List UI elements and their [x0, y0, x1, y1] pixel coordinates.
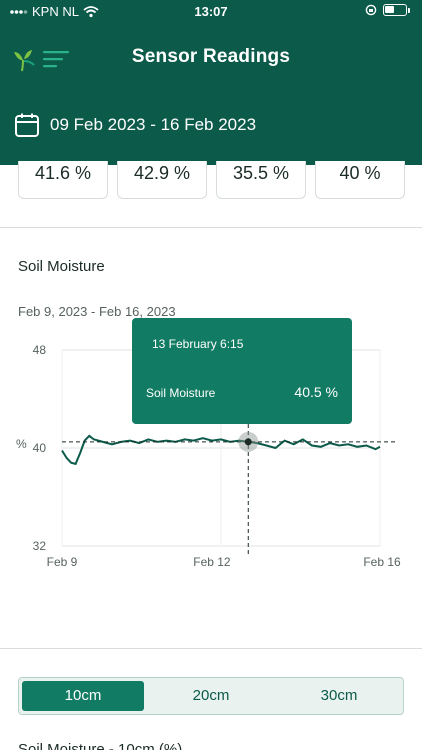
chart-crosshair	[62, 410, 398, 556]
x-tick-label-2: Feb 16	[363, 555, 401, 569]
tab-30cm[interactable]: 30cm	[320, 687, 358, 704]
tooltip-value: 40.5 %	[294, 384, 338, 400]
chart-tooltip: 13 February 6:15 Soil Moisture 40.5 %	[132, 318, 352, 424]
battery-tip	[408, 7, 410, 13]
status-time: 13:07	[194, 4, 228, 19]
app-header: KPN NL 13:07 Sensor Readings	[0, 0, 422, 165]
tooltip-label: Soil Moisture	[146, 386, 216, 400]
chart-range-label: Feb 9, 2023 - Feb 16, 2023	[18, 304, 176, 319]
y-tick-label-2: 32	[33, 539, 47, 553]
wifi-icon	[83, 5, 99, 17]
tooltip-date: 13 February 6:15	[152, 337, 244, 351]
x-tick-label-0: Feb 9	[47, 555, 78, 569]
y-tick-label-1: 40	[33, 441, 47, 455]
date-range-label: 09 Feb 2023 - 16 Feb 2023	[50, 115, 257, 134]
chart-series-line	[61, 434, 381, 466]
section-divider	[0, 227, 422, 228]
depth-selector: 10cm 20cm 30cm	[18, 677, 404, 715]
y-axis-label: %	[16, 437, 27, 451]
stat-card-1: 41.6 %	[18, 161, 108, 199]
calendar-icon	[15, 113, 39, 137]
next-section-title: Soil Moisture - 10cm (%)	[18, 741, 183, 750]
carrier-name: KPN NL	[32, 4, 79, 19]
y-tick-label-0: 48	[33, 343, 47, 357]
orientation-lock-icon	[365, 4, 377, 16]
highlight-point	[244, 438, 252, 446]
section-divider-2	[0, 648, 422, 649]
stats-row: 41.6 % 42.9 % 35.5 % 40 %	[18, 161, 422, 201]
battery-icon	[383, 4, 407, 16]
tab-20cm[interactable]: 20cm	[192, 687, 230, 704]
chart-axis-labels: 48 40 32% Feb 9 Feb 12 Feb 16	[16, 343, 401, 569]
stat-card-3: 35.5 %	[216, 161, 306, 199]
date-range-picker[interactable]: 09 Feb 2023 - 16 Feb 2023	[14, 112, 256, 138]
tab-10cm[interactable]: 10cm	[22, 681, 144, 711]
stat-card-2: 42.9 %	[117, 161, 207, 199]
x-tick-label-1: Feb 12	[193, 555, 231, 569]
page-title: Sensor Readings	[131, 46, 291, 67]
section-title: Soil Moisture	[18, 258, 105, 275]
menu-logo-icon[interactable]	[10, 44, 74, 74]
status-bar: KPN NL 13:07	[0, 0, 422, 24]
stat-card-4: 40 %	[315, 161, 405, 199]
signal-icon	[10, 9, 28, 14]
